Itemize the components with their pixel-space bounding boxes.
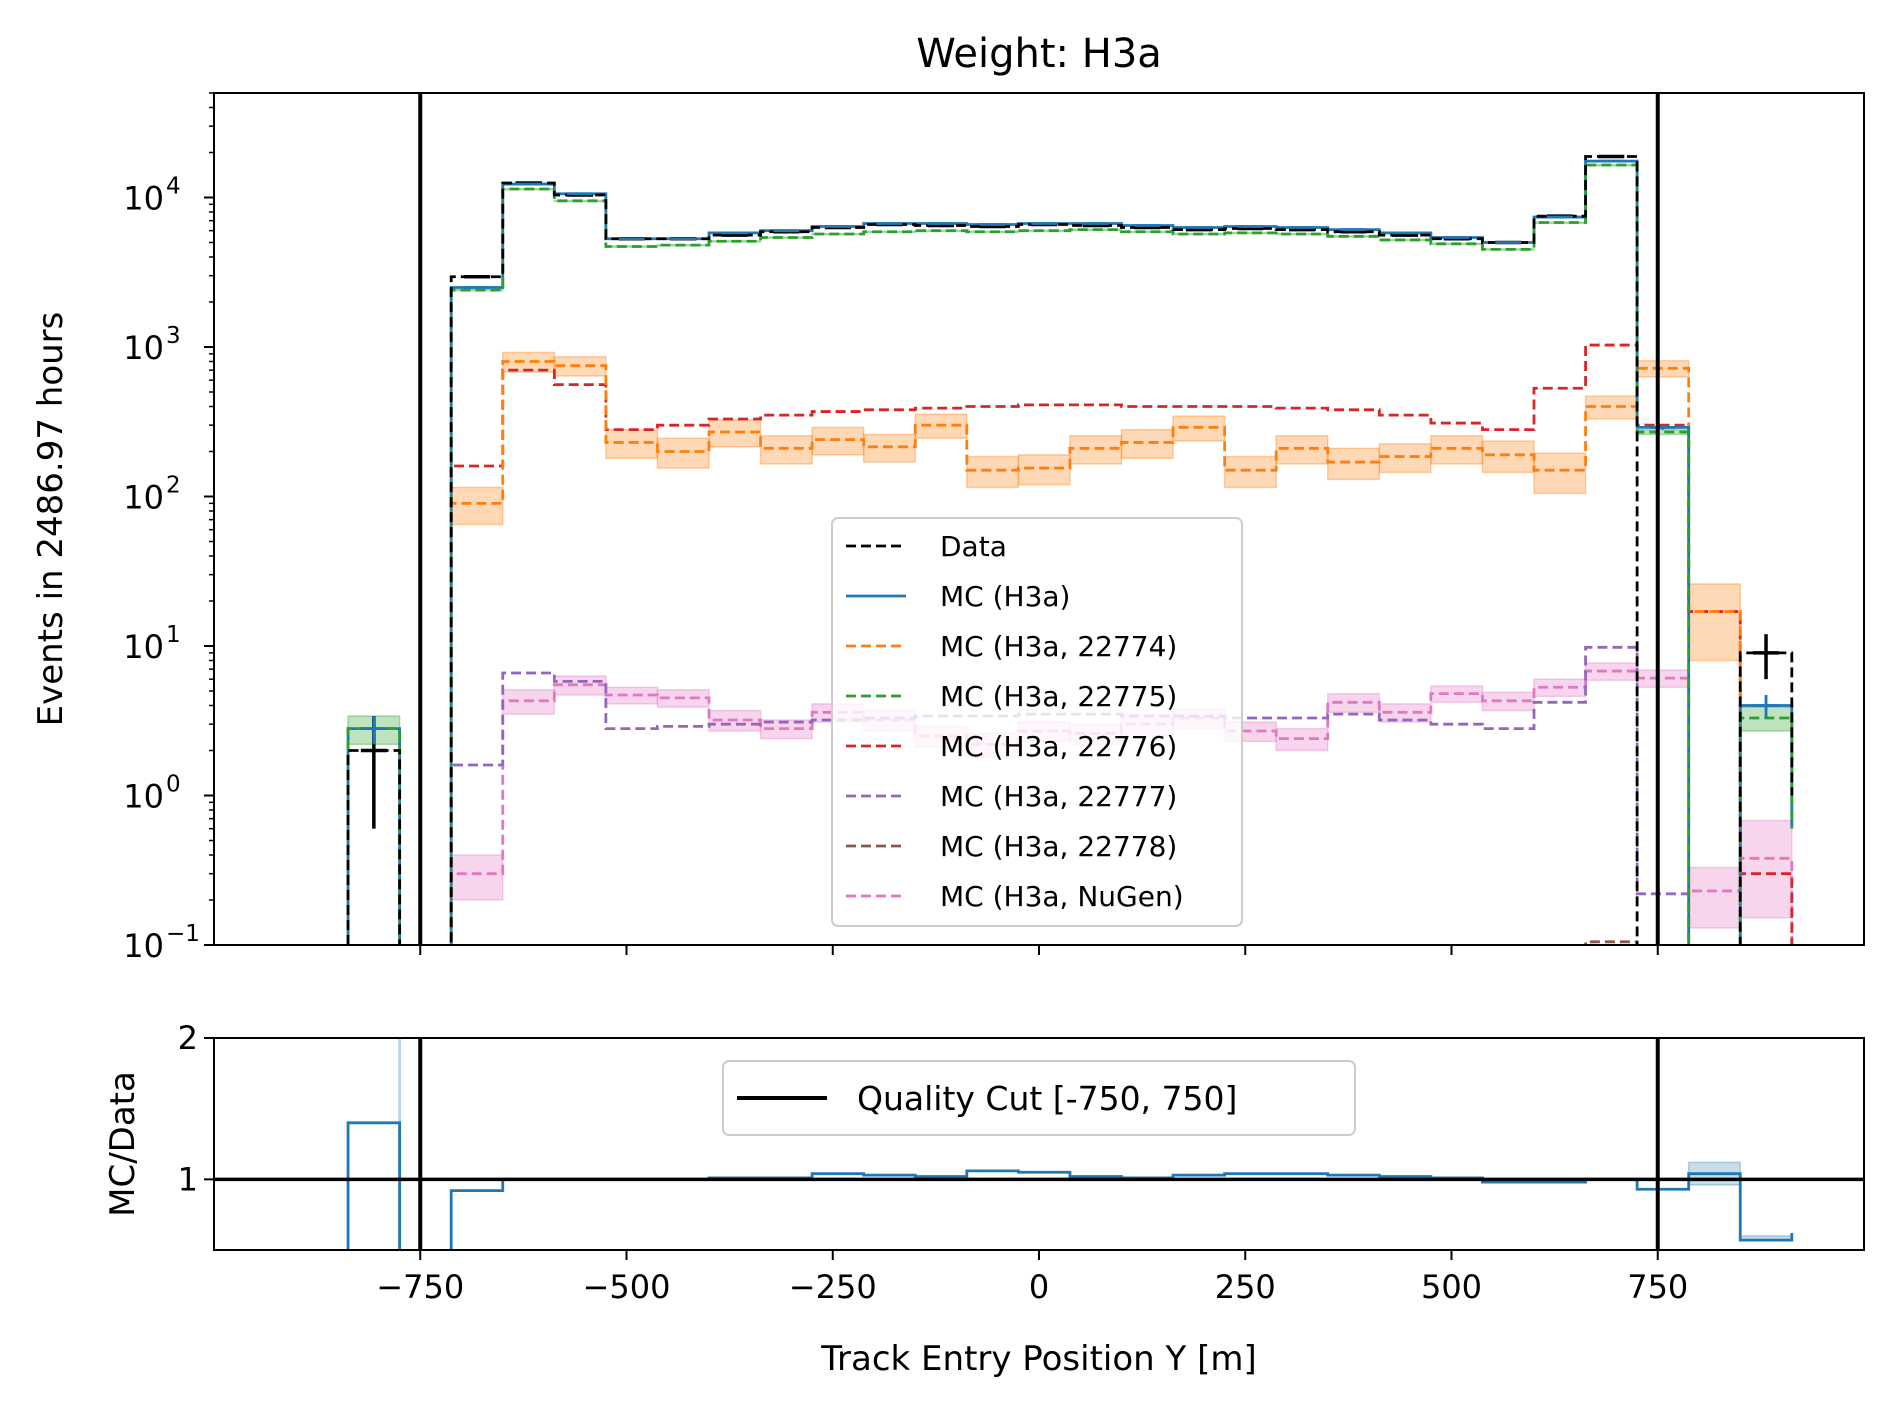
series-mc-h3a-22778 [1584, 940, 1639, 945]
legend-top: Data MC (H3a) MC (H3a, 22774) MC (H3a, 2277… [831, 517, 1243, 927]
y-tick-label-exponent: 0 [166, 771, 181, 797]
legend-bottom-frame [722, 1060, 1356, 1136]
x-tick-label: 750 [1627, 1268, 1688, 1306]
x-axis-label: Track Entry Position Y [m] [820, 1339, 1256, 1379]
legend-label-mc-h3a-22775: MC (H3a, 22775) [940, 680, 1177, 713]
ratio-series [346, 1121, 1794, 1250]
series-mc-h3a-22774 [449, 360, 1742, 945]
y-tick-label-exponent: 1 [166, 622, 181, 648]
ratio-plot-content [214, 1038, 1864, 1250]
band-bin-mc-h3a-22774-2 [450, 486, 504, 526]
y-tick-label-top: 10 [123, 478, 164, 516]
band-bin-mc-h3a-22774-21 [1430, 434, 1484, 465]
legend-label-mc-h3a-nugen: MC (H3a, NuGen) [940, 880, 1184, 913]
y-tick-label-top: 10 [123, 777, 164, 815]
y-axis-label-top: Events in 2486.97 hours [31, 312, 71, 727]
band-bin-mc-h3a-22774-18 [1275, 434, 1329, 465]
band-bin-mc-h3a-22774-14 [1069, 434, 1123, 465]
errorbars-mc-h3a [360, 159, 1780, 745]
legend-bottom: Quality Cut [-750, 750] [722, 1060, 1356, 1136]
band-bin-mc-h3a-22774-20 [1378, 443, 1432, 474]
band-bin-mc-h3a-22774-23 [1533, 452, 1587, 495]
y-tick-label-bottom: 1 [178, 1160, 198, 1198]
legend-top-frame [831, 517, 1243, 927]
y-tick-label-top: 10 [123, 329, 164, 367]
x-tick-label: −250 [789, 1268, 877, 1306]
y-tick-label-top: 10 [123, 927, 164, 965]
band-bin-mc-h3a-22774-12 [966, 455, 1020, 489]
y-tick-label-bottom: 2 [178, 1019, 198, 1057]
x-tick-label: 250 [1215, 1268, 1276, 1306]
legend-label-mc-h3a-22776: MC (H3a, 22776) [940, 730, 1177, 763]
legend-label-data: Data [940, 530, 1007, 563]
y-tick-label-exponent: 4 [166, 173, 181, 199]
band-bin-mc-h3a-22774-6 [656, 437, 710, 469]
band-bin-mc-h3a-22774-10 [862, 433, 916, 463]
legend-label-mc-h3a-22777: MC (H3a, 22777) [940, 780, 1177, 813]
legend-label-mc-h3a-22774: MC (H3a, 22774) [940, 630, 1177, 663]
x-tick-label: −500 [583, 1268, 671, 1306]
legend-label-mc-h3a-22778: MC (H3a, 22778) [940, 830, 1177, 863]
series-mc-h3a-22775 [346, 163, 1794, 945]
y-axis-label-bottom: MC/Data [103, 1071, 143, 1217]
band-bin-mc-h3a-22774-8 [759, 434, 813, 465]
band-bin-mc-h3a-nugen-26 [1687, 866, 1741, 929]
band-bin-mc-h3a-nugen-27 [1739, 819, 1793, 919]
y-tick-label-exponent: −1 [166, 921, 200, 947]
y-tick-label-exponent: 2 [166, 472, 181, 498]
band-bin-mc-h3a-22774-26 [1687, 583, 1741, 662]
band-bin-mc-h3a-22774-17 [1223, 455, 1277, 489]
band-bin-mc-h3a-22774-15 [1120, 428, 1174, 460]
x-tick-label: −750 [376, 1268, 464, 1306]
y-tick-label-exponent: 3 [166, 323, 181, 349]
x-tick-label: 500 [1421, 1268, 1482, 1306]
y-tick-label-top: 10 [123, 179, 164, 217]
band-bin-mc-h3a-nugen-2 [450, 854, 504, 901]
band-bin-mc-h3a-22774-5 [605, 428, 659, 460]
band-bin-mc-h3a-22774-9 [811, 426, 865, 456]
legend-label-mc-h3a: MC (H3a) [940, 580, 1070, 613]
x-tick-label: 0 [1029, 1268, 1049, 1306]
band-bin-mc-h3a-22774-22 [1481, 440, 1535, 474]
band-bin-mc-h3a-22774-19 [1327, 447, 1381, 481]
series-data [346, 155, 1794, 945]
legend-quality-cut-label: Quality Cut [-750, 750] [857, 1079, 1237, 1118]
chart-title: Weight: H3a [916, 31, 1162, 77]
y-tick-label-top: 10 [123, 628, 164, 666]
band-bin-mc-h3a-22774-13 [1017, 454, 1071, 486]
